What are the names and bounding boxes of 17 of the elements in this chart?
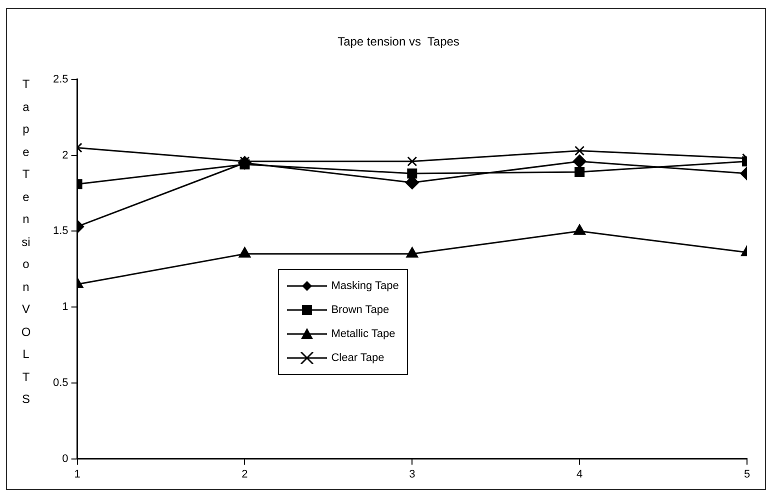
y-tick-label: 2.5 bbox=[52, 73, 68, 86]
y-tick-label: 1 bbox=[62, 301, 68, 314]
chart-title: Tape tension vs Tapes bbox=[338, 34, 460, 49]
y-tick-label: 0.5 bbox=[52, 376, 68, 389]
legend-label: Clear Tape bbox=[331, 352, 384, 364]
legend-label: Metallic Tape bbox=[331, 328, 396, 340]
x-tick-label: 5 bbox=[744, 468, 750, 480]
legend-label: Brown Tape bbox=[331, 304, 390, 316]
x-tick-label: 3 bbox=[409, 468, 416, 480]
legend-label: Masking Tape bbox=[331, 280, 399, 292]
y-tick-label: 0 bbox=[62, 452, 68, 465]
y-tick-label: 2 bbox=[62, 149, 68, 162]
x-tick-label: 4 bbox=[576, 468, 583, 480]
text: Tape Tension VOLTS bbox=[21, 77, 31, 406]
x-tick-label: 2 bbox=[242, 468, 248, 480]
x-tick-label: 1 bbox=[74, 468, 80, 480]
y-tick-label: 1.5 bbox=[52, 225, 68, 238]
